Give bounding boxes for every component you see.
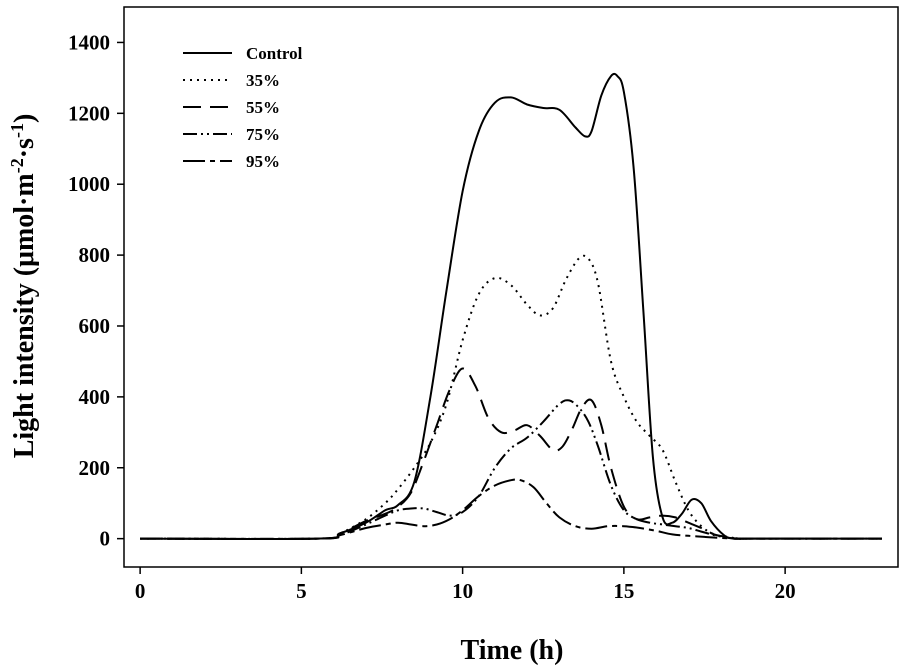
x-tick-label: 20 bbox=[775, 579, 796, 603]
y-axis-title-unit: μmol·m bbox=[9, 173, 40, 267]
plot-frame bbox=[123, 6, 899, 568]
series-line-4 bbox=[140, 399, 882, 540]
legend-label-4: 75% bbox=[246, 125, 280, 144]
legend-label-3: 55% bbox=[246, 98, 280, 117]
series-line-5 bbox=[140, 478, 882, 540]
x-axis-title: Time (h) bbox=[461, 635, 564, 666]
svg-text:Light intensity (μmol·m-2·s-1): Light intensity (μmol·m-2·s-1) bbox=[7, 114, 40, 459]
y-axis-title-mid: ·s bbox=[9, 138, 40, 158]
y-tick-label: 1400 bbox=[68, 30, 110, 54]
y-axis-title-main: Light intensity ( bbox=[9, 267, 40, 458]
legend-label-2: 35% bbox=[246, 71, 280, 90]
legend-label-5: 95% bbox=[246, 152, 280, 171]
y-axis-title-sup1: -2 bbox=[7, 158, 27, 173]
y-axis-title-sup2: -1 bbox=[7, 123, 27, 138]
y-tick-label: 0 bbox=[100, 527, 111, 551]
y-axis-title-end: ) bbox=[9, 114, 40, 123]
series-line-3 bbox=[140, 367, 882, 540]
x-tick-label: 5 bbox=[296, 579, 307, 603]
legend-label-1: Control bbox=[246, 44, 303, 63]
x-tick-label: 10 bbox=[452, 579, 473, 603]
x-tick-label: 15 bbox=[613, 579, 634, 603]
y-tick-label: 400 bbox=[79, 385, 111, 409]
y-tick-label: 1000 bbox=[68, 172, 110, 196]
series-line-2 bbox=[140, 254, 882, 540]
y-tick-label: 800 bbox=[79, 243, 111, 267]
x-tick-label: 0 bbox=[135, 579, 146, 603]
y-tick-label: 600 bbox=[79, 314, 111, 338]
y-tick-label: 1200 bbox=[68, 101, 110, 125]
y-tick-label: 200 bbox=[79, 456, 111, 480]
y-axis-title: Light intensity (μmol·m-2·s-1) bbox=[7, 114, 40, 459]
